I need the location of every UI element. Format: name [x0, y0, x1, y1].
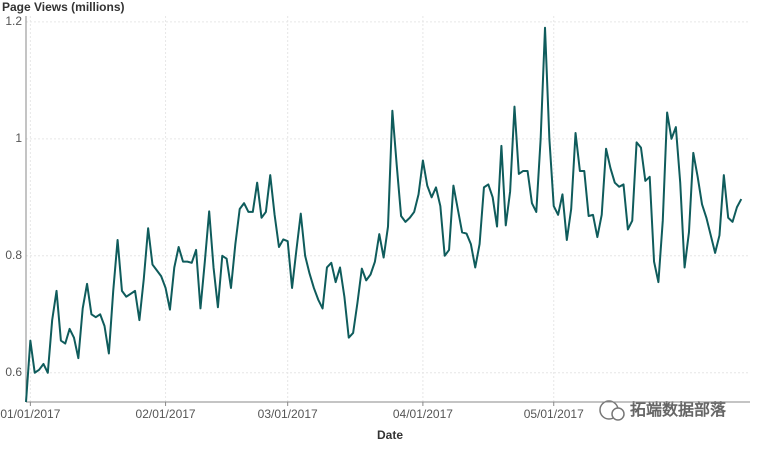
y-tick-label: 1	[15, 131, 22, 145]
chart-title: Page Views (millions)	[2, 0, 124, 14]
line	[25, 26, 743, 403]
x-axis-label: Date	[377, 428, 403, 442]
x-tick-label: 03/01/2017	[258, 407, 318, 421]
y-tick-label: 0.6	[5, 365, 22, 379]
x-tick-label: 05/01/2017	[524, 407, 584, 421]
x-tick-label: 04/01/2017	[393, 407, 453, 421]
watermark-icon	[599, 400, 625, 421]
x-tick-label: 02/01/2017	[136, 407, 196, 421]
watermark: 拓端数据部落	[630, 400, 727, 419]
x-tick-label: 01/01/2017	[0, 407, 60, 421]
y-tick-label: 0.8	[5, 248, 22, 262]
plot: 0.6 0.8 1 1.2 01/01/2017 02/01/2017 03/01/2017…	[0, 14, 750, 421]
y-tick-label: 1.2	[5, 14, 22, 28]
